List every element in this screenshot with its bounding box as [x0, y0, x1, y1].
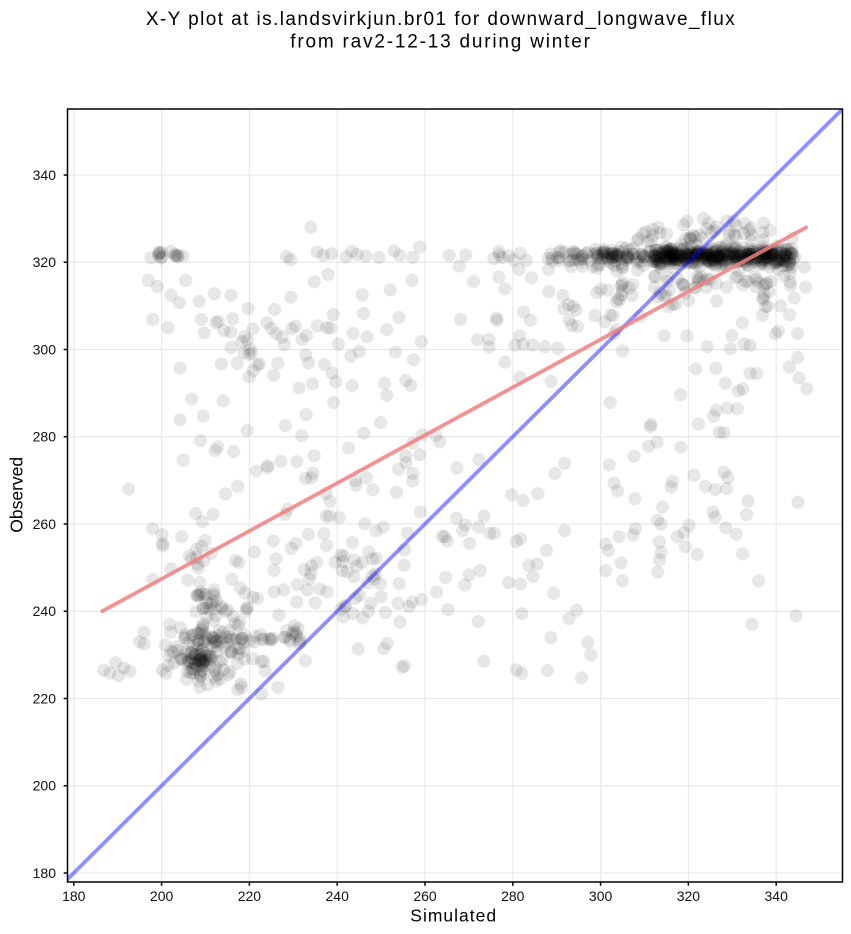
svg-text:320: 320	[677, 888, 701, 904]
svg-text:240: 240	[33, 603, 57, 619]
svg-text:200: 200	[150, 888, 174, 904]
svg-text:300: 300	[33, 341, 57, 357]
svg-text:180: 180	[33, 865, 57, 881]
svg-text:X-Y plot at is.landsvirkjun.br: X-Y plot at is.landsvirkjun.br01 for dow…	[146, 9, 736, 30]
svg-text:280: 280	[33, 429, 57, 445]
svg-text:Simulated: Simulated	[410, 905, 497, 925]
svg-text:180: 180	[62, 888, 86, 904]
svg-text:260: 260	[33, 516, 57, 532]
svg-text:260: 260	[413, 888, 437, 904]
svg-text:from rav2-12-13 during winter: from rav2-12-13 during winter	[290, 31, 591, 52]
svg-text:220: 220	[33, 690, 57, 706]
svg-text:340: 340	[765, 888, 789, 904]
svg-text:280: 280	[501, 888, 525, 904]
svg-text:300: 300	[589, 888, 613, 904]
svg-text:320: 320	[33, 254, 57, 270]
svg-text:240: 240	[326, 888, 350, 904]
svg-text:Observed: Observed	[6, 457, 26, 533]
svg-text:200: 200	[33, 778, 57, 794]
svg-text:340: 340	[33, 167, 57, 183]
svg-text:220: 220	[238, 888, 262, 904]
